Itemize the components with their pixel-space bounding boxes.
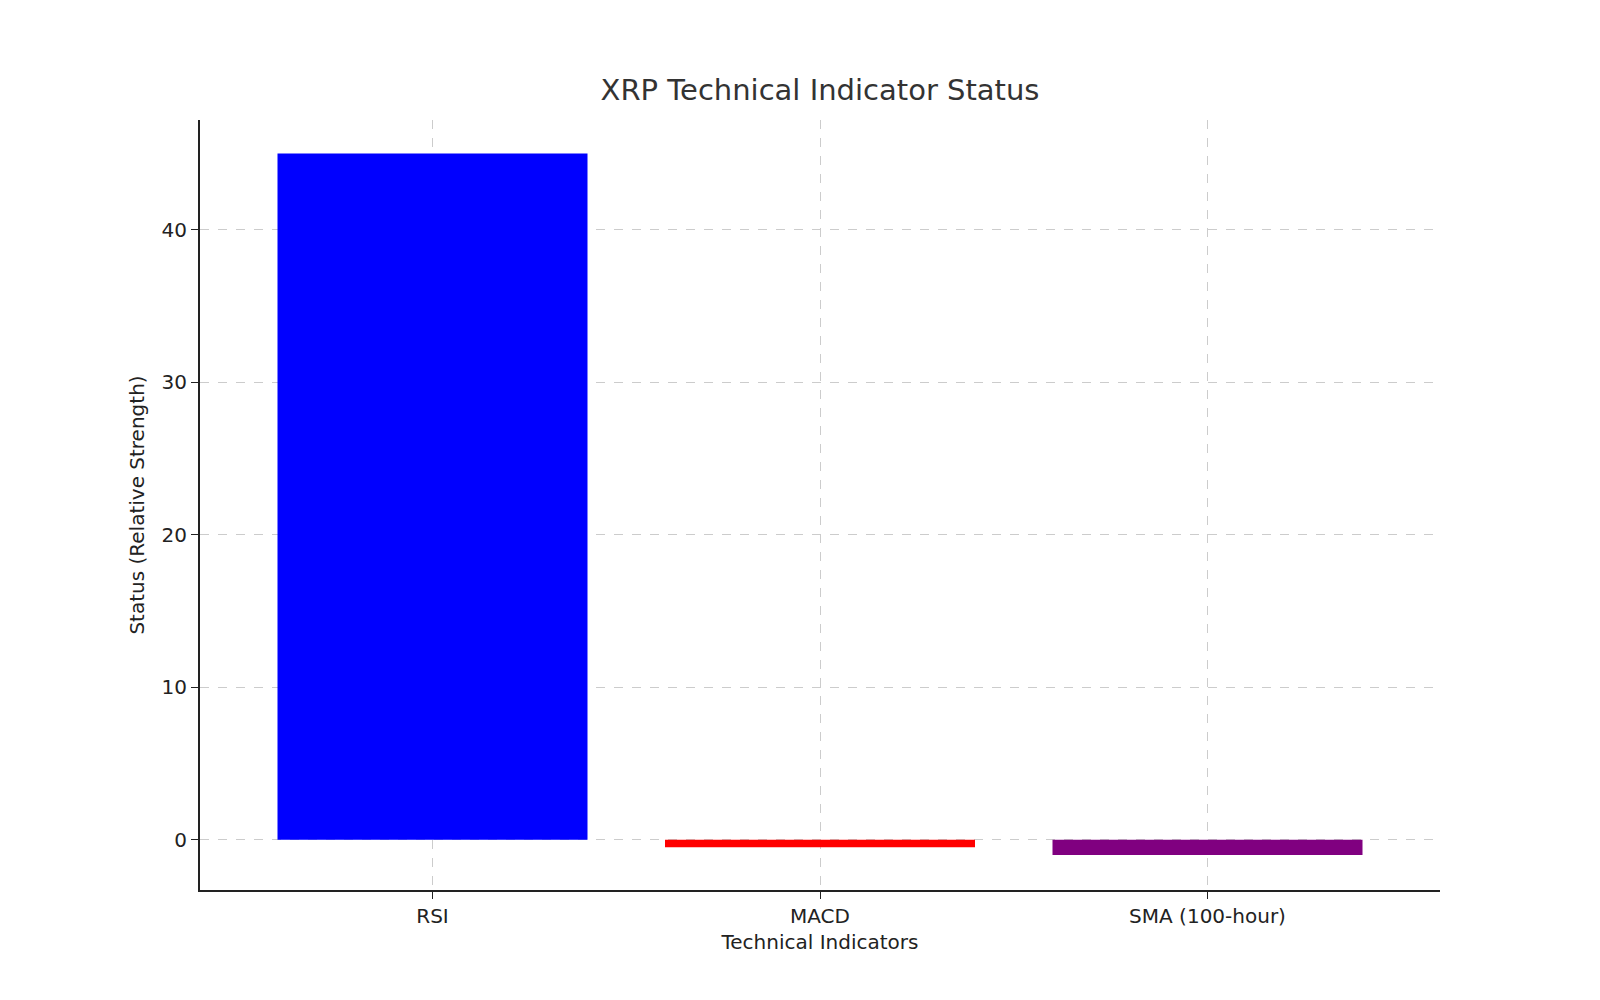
svg-text:MACD: MACD	[790, 904, 850, 928]
svg-text:SMA (100-hour): SMA (100-hour)	[1129, 904, 1286, 928]
svg-text:10: 10	[162, 675, 187, 699]
svg-text:Technical Indicators: Technical Indicators	[721, 930, 919, 954]
svg-text:40: 40	[162, 218, 187, 242]
svg-text:20: 20	[162, 523, 187, 547]
svg-text:30: 30	[162, 370, 187, 394]
svg-text:Status (Relative Strength): Status (Relative Strength)	[125, 375, 149, 634]
svg-text:0: 0	[174, 828, 187, 852]
svg-text:RSI: RSI	[416, 904, 449, 928]
svg-text:XRP Technical Indicator Status: XRP Technical Indicator Status	[601, 73, 1040, 107]
